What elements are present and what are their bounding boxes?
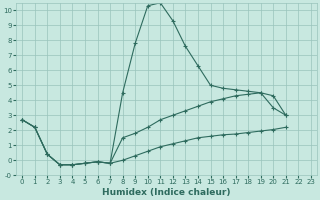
X-axis label: Humidex (Indice chaleur): Humidex (Indice chaleur) (102, 188, 231, 197)
